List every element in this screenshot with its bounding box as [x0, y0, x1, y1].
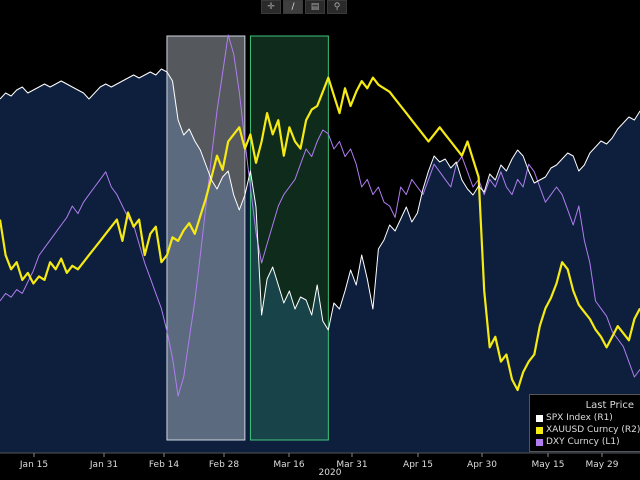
dxy-line [0, 34, 640, 397]
x-tick-label: Feb 28 [209, 460, 240, 470]
legend-swatch-spx [536, 414, 543, 422]
x-tick-label: Jan 15 [19, 460, 48, 470]
spx-line [0, 68, 640, 331]
table-icon[interactable]: ▤ [305, 0, 325, 14]
legend-label-spx: SPX Index (R1) [546, 413, 613, 423]
legend-title: Last Price [585, 400, 634, 411]
x-tick-label: Mar 31 [336, 460, 367, 470]
x-axis-ticks: Jan 15 Jan 31 Feb 14 Feb 28 Mar 16 Mar 31 Apr … [19, 453, 619, 470]
series-line-layer [0, 34, 640, 397]
spx-area [0, 69, 640, 453]
x-tick-label: Feb 14 [149, 460, 180, 470]
magnifier-icon[interactable]: ⚲ [327, 0, 347, 14]
x-tick-label: Jan 31 [89, 460, 118, 470]
x-tick-label: Apr 15 [403, 460, 433, 470]
legend-swatch-dxy [536, 438, 543, 446]
legend-item-dxy[interactable]: DXY Curncy (L1) [536, 437, 620, 447]
legend-item-xauusd[interactable]: XAUUSD Curncy (R2) [536, 425, 640, 435]
legend-label-xauusd: XAUUSD Curncy (R2) [546, 425, 640, 435]
spx-area-layer [0, 69, 640, 453]
chart-legend: Last Price SPX Index (R1) XAUUSD Curncy … [529, 394, 640, 452]
x-tick-label: Apr 30 [467, 460, 497, 470]
x-tick-label: May 15 [532, 460, 565, 470]
crosshair-icon[interactable]: ✛ [261, 0, 281, 14]
x-axis-year-label: 2020 [319, 468, 342, 478]
x-tick-label: Mar 16 [273, 460, 305, 470]
legend-swatch-xauusd [536, 426, 543, 434]
chart-toolbar: ✛ ∕ ▤ ⚲ [261, 0, 347, 14]
highlight-box-2 [249, 35, 329, 441]
pencil-icon[interactable]: ∕ [283, 0, 303, 14]
legend-item-spx[interactable]: SPX Index (R1) [536, 413, 613, 423]
x-tick-label: May 29 [586, 460, 619, 470]
legend-label-dxy: DXY Curncy (L1) [546, 437, 620, 447]
xauusd-line [0, 76, 640, 392]
